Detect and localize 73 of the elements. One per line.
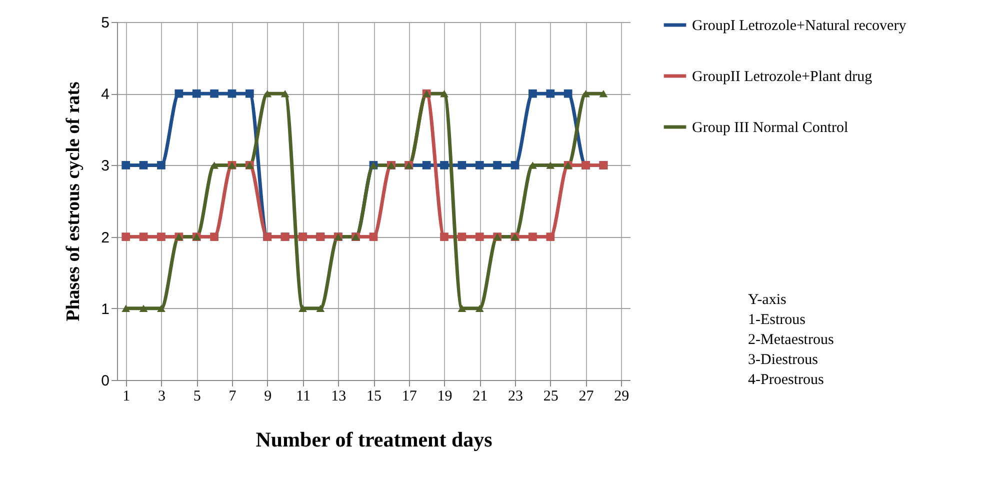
- point: [139, 304, 148, 312]
- x-tick-label: 19: [437, 388, 452, 404]
- x-tick-label: 17: [402, 388, 418, 404]
- point: [510, 161, 520, 170]
- point: [458, 161, 466, 170]
- point: [174, 89, 184, 98]
- point: [475, 232, 484, 241]
- text: 4-Proestrous: [748, 372, 824, 388]
- y-tick-label: 2: [101, 229, 110, 246]
- y-tick-label: 4: [101, 86, 110, 104]
- point: [157, 232, 166, 241]
- x-tick-label: 9: [264, 388, 272, 404]
- x-tick-label: 11: [296, 388, 310, 404]
- point: [316, 304, 325, 312]
- y-tick-label: 1: [101, 300, 110, 318]
- point: [475, 161, 484, 170]
- point: [546, 89, 555, 98]
- point: [440, 90, 448, 98]
- point: [228, 89, 236, 98]
- point: [599, 90, 608, 98]
- x-tick-label: 1: [122, 388, 130, 404]
- point: [475, 304, 484, 312]
- point: [157, 304, 166, 312]
- y-tick-label: 0: [101, 372, 110, 390]
- x-tick-label: 3: [158, 388, 166, 404]
- legend-label: GroupI Letrozole+Natural recovery: [692, 18, 907, 34]
- x-tick-label: 5: [193, 388, 201, 404]
- point: [122, 161, 130, 170]
- point: [298, 304, 307, 312]
- point: [546, 232, 555, 241]
- y-tick-label: 5: [101, 14, 110, 32]
- point: [263, 90, 272, 98]
- x-axis-title: Number of treatment days: [256, 428, 492, 452]
- text: 1-Estrous: [748, 312, 806, 328]
- point: [245, 89, 254, 98]
- point: [192, 89, 201, 98]
- legend-label: Group III Normal Control: [692, 120, 848, 136]
- point: [564, 89, 572, 98]
- point: [210, 162, 218, 169]
- y-tick-label: 3: [101, 158, 110, 175]
- point: [139, 232, 148, 241]
- x-tick-label: 27: [578, 388, 594, 404]
- text: Y-axis: [748, 292, 786, 308]
- x-tick-label: 21: [472, 388, 488, 404]
- point: [458, 232, 466, 241]
- point: [157, 161, 166, 170]
- point: [122, 232, 130, 241]
- x-tick-label: 13: [331, 388, 346, 404]
- text: 2-Metaestrous: [748, 332, 834, 348]
- point: [369, 232, 378, 241]
- point: [493, 161, 502, 170]
- point: [528, 232, 537, 241]
- point: [210, 232, 218, 241]
- x-tick-label: 15: [366, 388, 382, 404]
- x-tick-label: 7: [228, 388, 237, 404]
- y-axis-title: Phases of estrous cycle of rats: [63, 82, 84, 322]
- point: [440, 232, 448, 241]
- point: [139, 161, 148, 170]
- x-tick-label: 29: [614, 388, 630, 404]
- x-tick-label: 23: [508, 388, 524, 404]
- point: [528, 89, 537, 98]
- text: 3-Diestrous: [748, 352, 818, 368]
- point: [280, 90, 290, 98]
- point: [546, 162, 555, 169]
- legend-label: GroupII Letrozole+Plant drug: [692, 69, 873, 85]
- point: [582, 90, 590, 98]
- point: [458, 304, 466, 312]
- point: [422, 161, 431, 170]
- point: [210, 89, 218, 98]
- point: [122, 304, 130, 312]
- point: [528, 162, 537, 169]
- point: [440, 161, 448, 170]
- x-tick-label: 25: [543, 388, 558, 404]
